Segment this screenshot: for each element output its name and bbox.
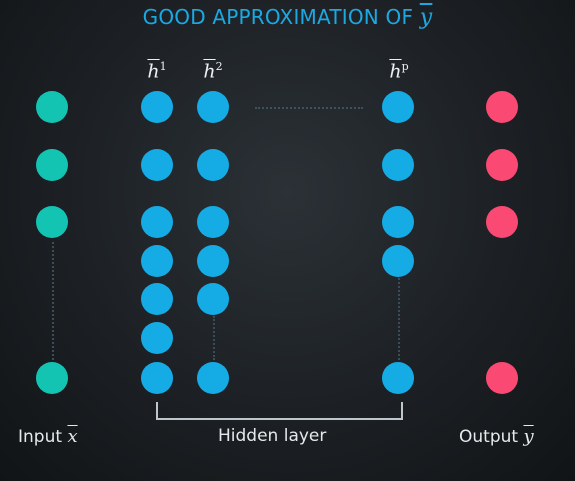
input-node <box>36 91 68 123</box>
hiddenp-node <box>382 91 414 123</box>
hidden2-node <box>197 149 229 181</box>
output-caption: Output y <box>459 426 534 447</box>
input-nodes-ellipsis <box>52 242 54 360</box>
input-node <box>36 149 68 181</box>
input-node <box>36 362 68 394</box>
output-node <box>486 149 518 181</box>
input-node <box>36 206 68 238</box>
hidden1-node <box>141 91 173 123</box>
input-caption: Input x <box>18 426 78 447</box>
hidden-layer-bracket <box>156 402 403 420</box>
diagram-title: GOOD APPROXIMATION OF y <box>0 5 575 30</box>
hidden-layers-ellipsis <box>255 107 363 109</box>
title-text: GOOD APPROXIMATION OF <box>142 5 414 29</box>
hidden2-nodes-ellipsis <box>213 316 215 360</box>
title-variable: y <box>419 5 433 30</box>
input-variable: x <box>67 426 78 447</box>
hidden-label-p: hp <box>389 60 409 83</box>
hidden1-node <box>141 149 173 181</box>
hidden-label-1: h1 <box>147 60 167 83</box>
hidden1-node <box>141 206 173 238</box>
hiddenp-node <box>382 206 414 238</box>
hidden1-node <box>141 362 173 394</box>
hiddenp-node <box>382 149 414 181</box>
hidden2-node <box>197 206 229 238</box>
hidden2-node <box>197 91 229 123</box>
hidden1-node <box>141 245 173 277</box>
hiddenp-nodes-ellipsis <box>398 278 400 360</box>
hidden-caption: Hidden layer <box>218 426 327 446</box>
output-node <box>486 91 518 123</box>
hiddenp-node <box>382 245 414 277</box>
output-node <box>486 362 518 394</box>
hidden2-node <box>197 245 229 277</box>
hidden1-node <box>141 322 173 354</box>
output-node <box>486 206 518 238</box>
hidden-label-2: h2 <box>203 60 223 83</box>
hidden2-node <box>197 283 229 315</box>
hidden2-node <box>197 362 229 394</box>
output-variable: y <box>523 426 534 447</box>
hidden1-node <box>141 283 173 315</box>
hiddenp-node <box>382 362 414 394</box>
